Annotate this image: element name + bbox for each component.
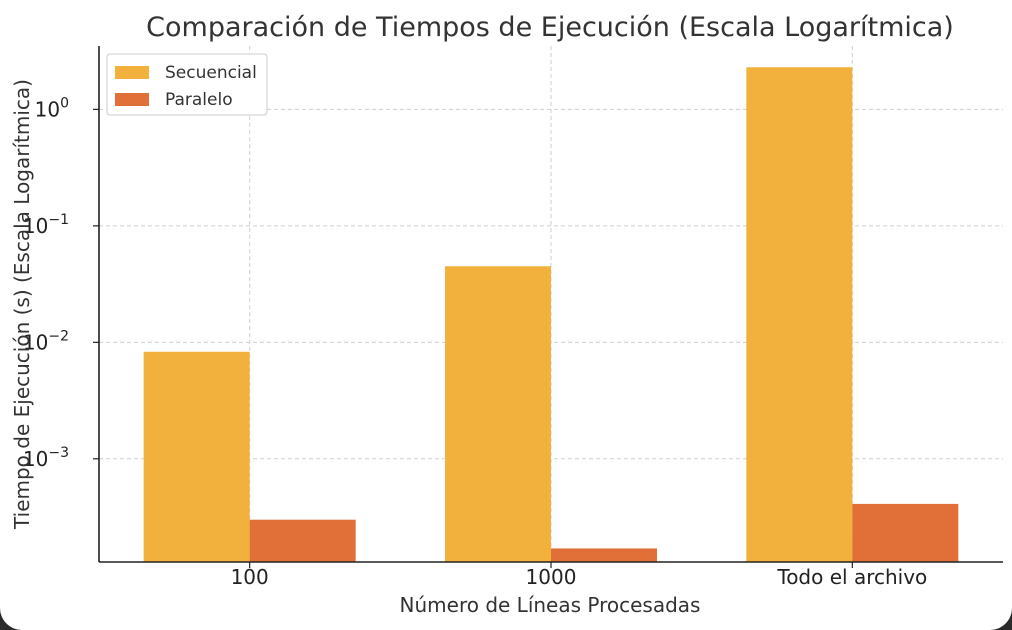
legend: Secuencial Paralelo — [106, 53, 268, 116]
bar-secuencial-1 — [445, 266, 551, 562]
legend-swatch — [115, 66, 149, 79]
legend-label: Paralelo — [165, 90, 233, 110]
y-axis-label: Tiempo de Ejecución (s) (Escala Logarítm… — [10, 79, 34, 530]
bar-secuencial-2 — [746, 67, 853, 562]
bar-paralelo-2 — [852, 503, 959, 562]
chart-title: Comparación de Tiempos de Ejecución (Esc… — [146, 12, 954, 43]
x-tick-label: Todo el archivo — [776, 565, 927, 589]
bar-secuencial-0 — [143, 351, 250, 562]
y-tick-label: 10−3 — [23, 445, 69, 471]
legend-label: Secuencial — [165, 63, 257, 83]
y-tick-label: 10−2 — [23, 328, 69, 354]
x-tick-label: 1000 — [526, 565, 577, 589]
y-tick-label: 10−1 — [23, 212, 69, 238]
y-tick-label: 100 — [35, 95, 69, 121]
bars-layer — [143, 67, 959, 562]
bar-paralelo-0 — [249, 519, 356, 562]
legend-swatch — [115, 93, 149, 106]
x-ticks: 100 1000 Todo el archivo — [231, 562, 927, 589]
x-tick-label: 100 — [231, 565, 269, 589]
y-ticks: 100 10−1 10−2 10−3 — [23, 95, 99, 471]
x-axis-label: Número de Líneas Procesadas — [400, 593, 701, 617]
bar-paralelo-1 — [551, 548, 657, 562]
